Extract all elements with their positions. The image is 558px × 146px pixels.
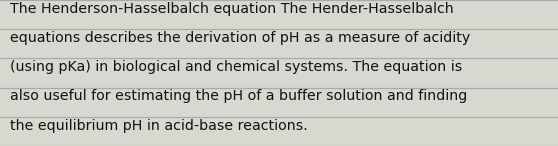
Text: the equilibrium pH in acid-base reactions.: the equilibrium pH in acid-base reaction… [10,119,308,133]
Text: (using pKa) in biological and chemical systems. The equation is: (using pKa) in biological and chemical s… [10,60,462,74]
Text: also useful for estimating the pH of a buffer solution and finding: also useful for estimating the pH of a b… [10,89,467,103]
Text: equations describes the derivation of pH as a measure of acidity: equations describes the derivation of pH… [10,31,470,45]
Text: The Henderson-Hasselbalch equation The Hender-Hasselbalch: The Henderson-Hasselbalch equation The H… [10,2,454,16]
